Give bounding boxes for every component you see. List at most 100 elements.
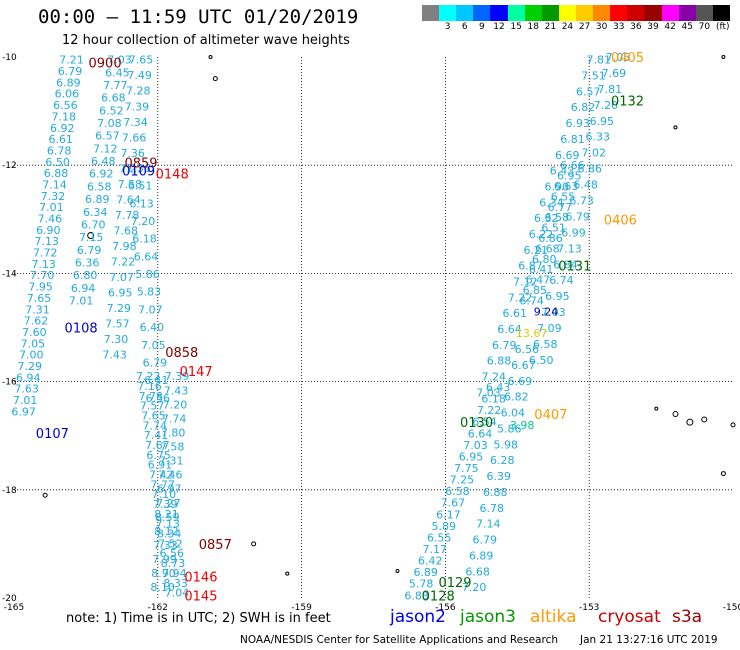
- wave-height-value: 7.13: [31, 258, 56, 271]
- wave-height-value: 7.05: [141, 339, 166, 352]
- pass-time-label: 0147: [180, 365, 213, 380]
- wave-height-value: 6.56: [146, 392, 171, 405]
- wave-height-value: 6.64: [134, 250, 159, 263]
- wave-height-value: 7.32: [41, 190, 66, 203]
- pass-time-label: 0145: [184, 589, 217, 604]
- longitude-tick-label: -165: [4, 603, 24, 613]
- latitude-tick-label: -18: [2, 486, 17, 496]
- wave-height-value: 6.95: [590, 115, 615, 128]
- wave-height-value: 7.13: [35, 235, 60, 248]
- wave-height-value: 6.97: [11, 405, 36, 418]
- wave-height-value: 7.65: [141, 410, 166, 423]
- wave-height-value: 6.56: [515, 343, 540, 356]
- wave-height-value: 7.14: [42, 178, 67, 191]
- wave-height-value: 6.88: [483, 486, 508, 499]
- wave-height-value: 7.36: [126, 162, 151, 175]
- wave-height-value: 7.36: [120, 147, 145, 160]
- wave-height-value: 6.06: [55, 88, 80, 101]
- wave-height-value: 6.51: [128, 180, 153, 193]
- wave-height-value: 7.10: [152, 488, 177, 501]
- wave-height-value: 7.27: [119, 162, 144, 175]
- wave-height-value: 6.95: [557, 170, 582, 183]
- color-scale-label: 33: [613, 22, 625, 32]
- color-scale-swatch: [627, 5, 645, 21]
- wave-height-value: 6.52: [99, 104, 124, 117]
- page-title: 00:00 – 11:59 UTC 01/20/2019: [38, 6, 359, 28]
- wave-height-value: 7.28: [126, 85, 151, 98]
- legend-satellite-3: altika: [530, 607, 577, 627]
- wave-height-value: 7.24: [482, 371, 507, 384]
- wave-height-value: 7.21: [59, 54, 84, 67]
- pass-time-label: 0148: [156, 167, 189, 182]
- wave-height-value: 6.92: [89, 168, 114, 181]
- wave-height-value: 6.58: [445, 485, 470, 498]
- wave-height-value: 7.68: [114, 224, 139, 237]
- wave-height-value: 6.97: [157, 483, 182, 496]
- island-outline: [212, 76, 218, 82]
- color-scale-swatch: [422, 5, 440, 21]
- wave-height-value: 7.09: [537, 322, 562, 335]
- wave-height-value: 7.98: [112, 240, 137, 253]
- wave-height-value: 6.80: [532, 253, 557, 266]
- longitude-tick-label: -156: [435, 603, 456, 613]
- wave-height-value: 6.55: [427, 531, 452, 544]
- wave-height-value: 7.80: [161, 426, 186, 439]
- wave-height-value: 7.00: [19, 349, 44, 362]
- wave-height-value: 6.68: [101, 92, 126, 105]
- legend-satellite-5: s3a: [672, 607, 703, 627]
- wave-height-value: 7.14: [476, 518, 501, 531]
- wave-height-value: 7.63: [14, 383, 39, 396]
- wave-height-value: 3.98: [510, 419, 535, 432]
- wave-height-value: 6.82: [504, 391, 529, 404]
- wave-height-value: 6.83: [404, 589, 429, 602]
- wave-height-value: 7.99: [152, 553, 177, 566]
- wave-height-value: 7.31: [159, 455, 184, 468]
- legend-satellite-4: cryosat: [598, 607, 661, 627]
- wave-height-value: 7.03: [476, 386, 501, 399]
- pass-time-label: 0405: [611, 51, 644, 66]
- wave-height-value: 7.62: [24, 315, 49, 328]
- wave-height-value: 6.47: [526, 274, 551, 287]
- color-scale-label: 70: [698, 22, 711, 32]
- wave-height-value: 6.79: [143, 356, 168, 369]
- wave-height-value: 6.56: [159, 547, 184, 560]
- wave-height-value: 7.13: [156, 518, 181, 531]
- color-scale-bar: [422, 5, 730, 21]
- wave-height-value: 6.04: [501, 407, 526, 420]
- wave-height-value: 7.22: [477, 404, 502, 417]
- wave-height-value: 7.02: [581, 147, 606, 160]
- wave-height-value: 6.43: [550, 165, 575, 178]
- wave-height-value: 6.50: [529, 354, 554, 367]
- wave-height-value: 6.45: [105, 66, 130, 79]
- color-scale-swatch: [507, 5, 525, 21]
- color-scale-swatch: [456, 5, 474, 21]
- wave-height-value: 6.61: [503, 307, 528, 320]
- wave-height-value: 6.58: [545, 211, 570, 224]
- latitude-tick-label: -14: [2, 269, 17, 279]
- wave-height-value: 7.65: [27, 292, 52, 305]
- color-scale-swatch: [558, 5, 576, 21]
- color-scale-swatch: [524, 5, 542, 21]
- pass-time-label: 0900: [89, 56, 122, 71]
- wave-height-value: 6.89: [85, 193, 110, 206]
- wave-height-value: 7.81: [587, 54, 612, 67]
- pass-time-label: 0146: [184, 570, 217, 585]
- wave-height-value: 7.95: [28, 281, 53, 294]
- wave-height-value: 7.42: [149, 469, 174, 482]
- wave-height-value: 7.57: [105, 318, 130, 331]
- wave-height-value: 7.07: [109, 271, 134, 284]
- wave-height-value: 7.01: [39, 201, 64, 214]
- wave-height-value: 7.81: [598, 83, 623, 96]
- wave-height-value: 6.95: [545, 290, 570, 303]
- wave-height-value: 7.29: [18, 360, 43, 373]
- color-scale-label: 18: [527, 22, 539, 32]
- wave-height-value: 6.34: [83, 206, 108, 219]
- island-outline: [701, 416, 708, 423]
- wave-height-value: 7.94: [162, 567, 187, 580]
- pass-time-label: 0131: [558, 259, 591, 274]
- wave-height-value: 6.32: [534, 212, 559, 225]
- color-scale-swatch: [610, 5, 628, 21]
- wave-height-value: 6.66: [560, 159, 585, 172]
- color-scale-swatch: [490, 5, 508, 21]
- wave-height-value: 6.88: [44, 167, 69, 180]
